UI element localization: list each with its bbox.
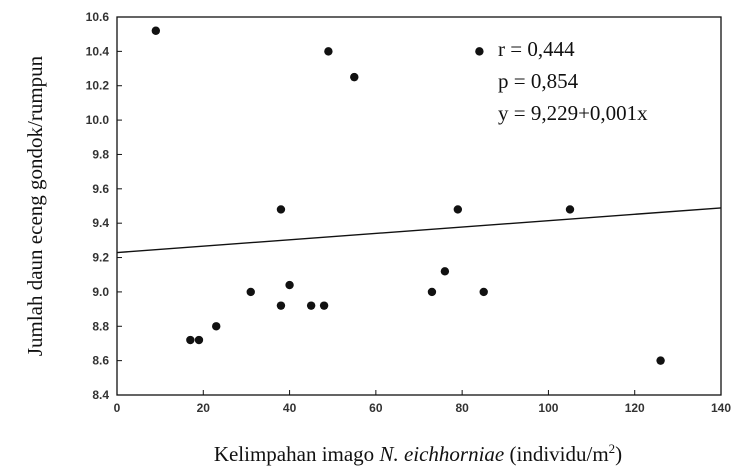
x-tick-label: 140: [711, 401, 731, 415]
data-point: [276, 205, 286, 214]
regression-line: [116, 207, 722, 254]
data-point: [194, 335, 204, 345]
y-tick-label: 10.2: [86, 79, 110, 93]
x-axis-title: Kelimpahan imago N. eichhorniae (individ…: [214, 441, 622, 466]
annotation-p: p = 0,854: [498, 69, 579, 93]
data-point: [285, 280, 294, 290]
x-axis-title-species: N. eichhorniae: [378, 442, 504, 466]
data-point: [656, 356, 665, 365]
data-point: [427, 287, 437, 297]
x-tick-label: 60: [369, 401, 383, 415]
x-tick-label: 80: [455, 401, 469, 415]
x-tick-label: 40: [283, 401, 297, 415]
data-point: [324, 47, 333, 56]
annotation-r: r = 0,444: [498, 37, 575, 61]
y-tick-label: 9.6: [92, 182, 109, 196]
data-point: [212, 322, 221, 331]
y-tick-label: 9.2: [92, 251, 109, 265]
y-tick-label: 9.0: [92, 285, 109, 299]
x-axis-title-prefix: Kelimpahan imago: [214, 442, 380, 466]
data-point: [479, 287, 488, 297]
y-tick-label: 9.8: [92, 147, 109, 161]
x-axis-ticks: 0 20 40 60 80 100 120 140: [114, 390, 731, 415]
data-point: [306, 301, 316, 310]
x-tick-label: 0: [114, 401, 121, 415]
x-tick-label: 20: [197, 401, 211, 415]
data-point: [186, 335, 195, 345]
y-tick-label: 8.4: [92, 388, 109, 402]
x-tick-label: 100: [538, 401, 558, 415]
data-point: [151, 26, 161, 35]
y-tick-label: 10.4: [86, 44, 110, 58]
data-point: [440, 267, 450, 276]
data-point: [276, 301, 286, 310]
data-point: [350, 72, 359, 82]
y-tick-label: 9.4: [92, 216, 109, 230]
x-tick-label: 120: [625, 401, 645, 415]
y-tick-label: 10.6: [86, 10, 110, 24]
data-points: [151, 26, 665, 365]
x-axis-title-close: ): [615, 442, 622, 466]
y-tick-label: 8.8: [92, 319, 109, 333]
x-axis-title-unit: (individu/m: [504, 442, 608, 466]
legend-marker: [475, 47, 484, 56]
y-tick-label: 10.0: [86, 113, 110, 127]
annotation-equation: y = 9,229+0,001x: [498, 101, 648, 125]
data-point: [453, 205, 463, 214]
y-axis-title: Jumlah daun eceng gondok/rumpun: [23, 55, 47, 356]
y-axis-ticks: 8.4 8.6 8.8 9.0 9.2 9.4 9.6 9.8 10.0 10.2 10.4 10.6: [86, 10, 122, 402]
y-tick-label: 8.6: [92, 354, 109, 368]
data-point: [246, 287, 255, 297]
plot-frame: [116, 16, 722, 396]
x-axis-title-superscript: 2: [609, 441, 616, 456]
data-point: [319, 301, 329, 310]
data-point: [565, 205, 575, 214]
